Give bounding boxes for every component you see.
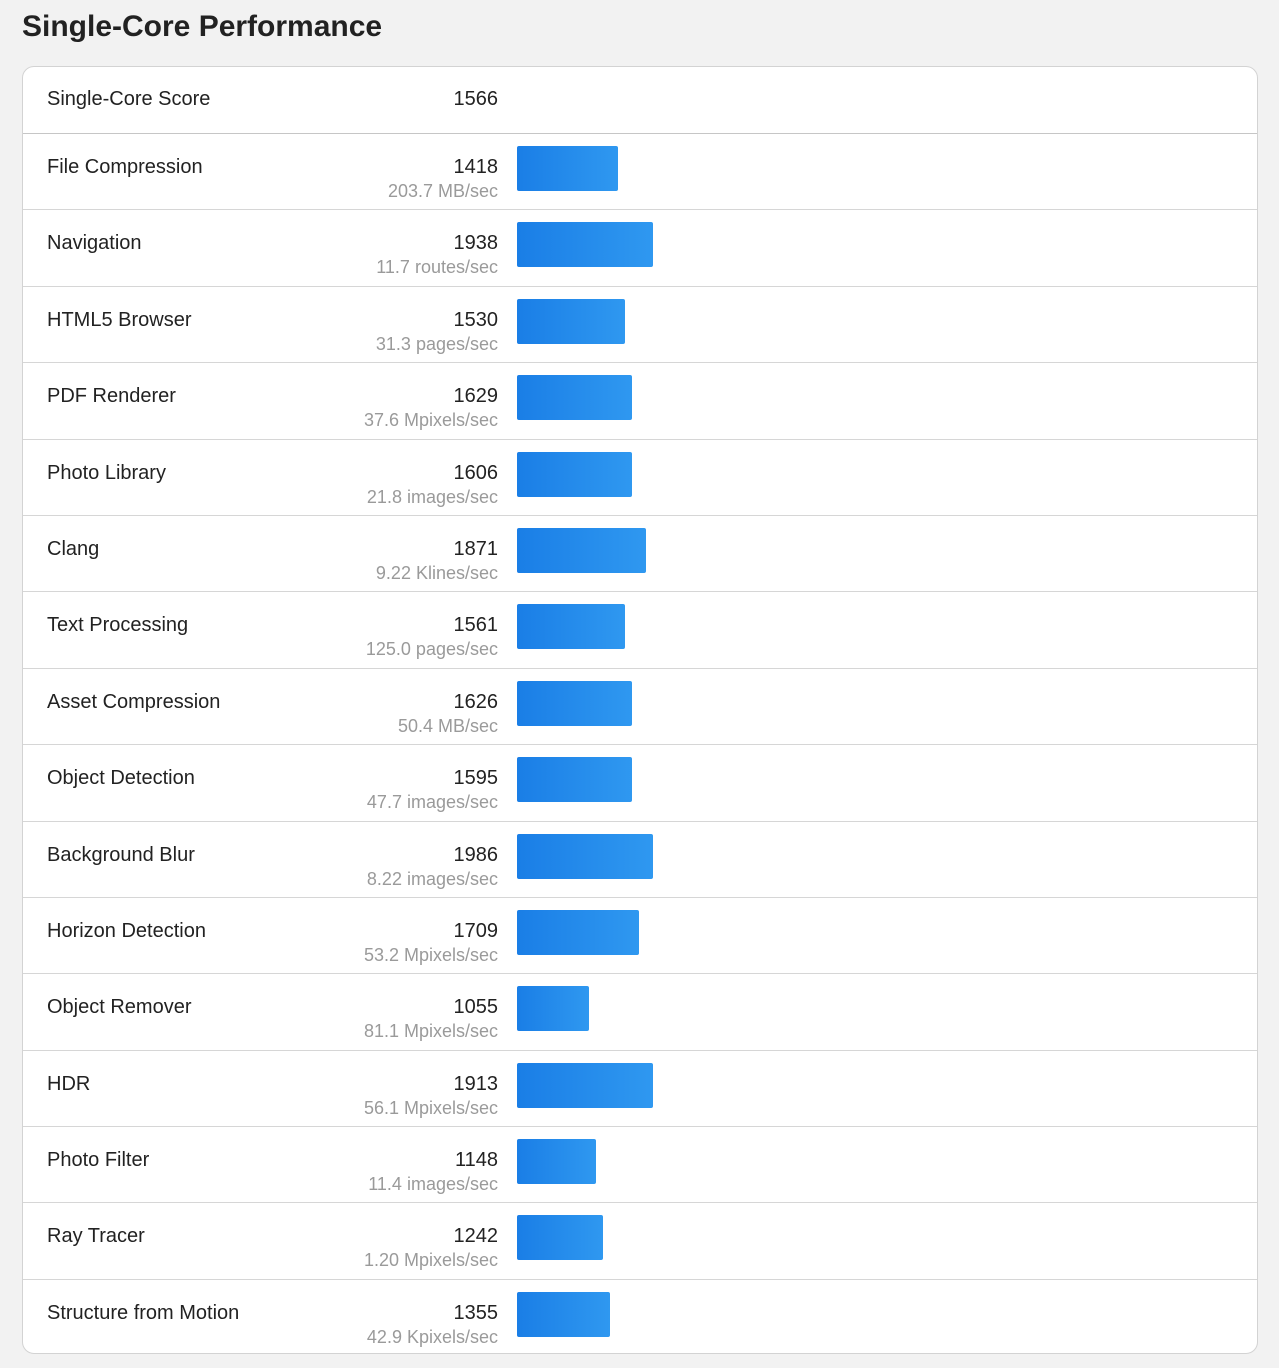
benchmark-score: 1938 [453, 232, 499, 255]
benchmark-name: File Compression [47, 156, 203, 178]
benchmark-bar [517, 146, 618, 191]
benchmark-score: 1986 [453, 843, 499, 866]
benchmark-bar [517, 986, 589, 1032]
summary-label: Single-Core Score [47, 88, 211, 110]
benchmark-score: 1606 [453, 461, 499, 484]
benchmark-rate: 42.9 Kpixels/sec [366, 1326, 498, 1347]
benchmark-bar [517, 298, 625, 344]
benchmark-bar [517, 909, 639, 955]
benchmark-rate: 9.22 Klines/sec [375, 562, 498, 583]
benchmark-score: 1561 [453, 614, 499, 637]
benchmark-rate: 11.7 routes/sec [376, 257, 498, 278]
benchmark-rate: 47.7 images/sec [366, 792, 498, 813]
benchmark-score: 1629 [453, 385, 499, 408]
benchmark-score: 1418 [453, 156, 499, 178]
benchmark-row: Ray Tracer 1242 1.20 Mpixels/sec [23, 1203, 1257, 1280]
benchmark-rate: 56.1 Mpixels/sec [363, 1097, 498, 1118]
benchmark-row: Structure from Motion 1355 42.9 Kpixels/se… [23, 1280, 1257, 1353]
benchmark-rate: 203.7 MB/sec [387, 181, 498, 201]
benchmark-bar [517, 375, 632, 421]
summary-row: Single-Core Score 1566 [23, 67, 1257, 134]
section-title: Single-Core Performance [22, 10, 383, 43]
benchmark-score: 1913 [453, 1072, 499, 1095]
benchmark-name: Clang [47, 537, 100, 560]
benchmark-name: Background Blur [47, 843, 195, 866]
benchmark-bar [517, 680, 632, 726]
benchmark-row: Horizon Detection 1709 53.2 Mpixels/sec [23, 898, 1257, 975]
benchmark-name: HTML5 Browser [47, 308, 192, 331]
benchmark-score: 1871 [453, 537, 499, 560]
benchmark-bar [517, 757, 632, 803]
benchmark-row: Photo Filter 1148 11.4 images/sec [23, 1127, 1257, 1204]
benchmark-name: Photo Library [47, 461, 166, 484]
benchmark-name: Asset Compression [47, 690, 221, 713]
benchmark-bar [517, 604, 625, 650]
benchmark-name: PDF Renderer [47, 385, 176, 408]
benchmark-rate: 21.8 images/sec [366, 486, 498, 507]
benchmark-rate: 53.2 Mpixels/sec [363, 944, 498, 965]
benchmark-bar [517, 222, 653, 268]
benchmark-bar [517, 527, 646, 573]
benchmark-row: HDR 1913 56.1 Mpixels/sec [23, 1051, 1257, 1128]
benchmark-rate: 8.22 images/sec [366, 868, 498, 889]
benchmark-score: 1709 [453, 919, 499, 942]
summary-score: 1566 [453, 88, 499, 110]
benchmark-score: 1148 [454, 1149, 498, 1172]
benchmark-bar [517, 1062, 653, 1108]
benchmark-rate: 11.4 images/sec [368, 1174, 498, 1195]
benchmark-row: Background Blur 1986 8.22 images/sec [23, 822, 1257, 898]
benchmark-name: Navigation [47, 232, 142, 255]
benchmark-score: 1242 [453, 1225, 499, 1248]
results-table: Single-Core Score 1566 File Compression 1… [22, 66, 1258, 1354]
benchmark-score: 1530 [453, 308, 499, 331]
benchmark-name: Object Remover [47, 996, 192, 1019]
benchmark-rate: 81.1 Mpixels/sec [363, 1021, 498, 1042]
benchmark-bar [517, 1215, 603, 1261]
benchmark-name: Photo Filter [47, 1149, 150, 1172]
benchmark-name: Horizon Detection [47, 919, 206, 942]
benchmark-row: Clang 1871 9.22 Klines/sec [23, 516, 1257, 593]
benchmark-score: 1595 [453, 767, 499, 790]
benchmark-row: File Compression 1418 203.7 MB/sec [23, 134, 1257, 211]
benchmark-row: Navigation 1938 11.7 routes/sec [23, 210, 1257, 287]
benchmark-score: 1055 [453, 996, 499, 1019]
benchmark-row: Object Detection 1595 47.7 images/sec [23, 745, 1257, 822]
benchmark-row: Object Remover 1055 81.1 Mpixels/sec [23, 974, 1257, 1051]
benchmark-rate: 37.6 Mpixels/sec [363, 410, 498, 431]
benchmark-name: HDR [47, 1072, 91, 1095]
benchmark-row: Asset Compression 1626 50.4 MB/sec [23, 669, 1257, 746]
benchmark-list: File Compression 1418 203.7 MB/sec Navigati… [23, 134, 1257, 1353]
benchmark-bar [517, 451, 632, 497]
benchmark-bar [517, 1139, 596, 1185]
benchmark-row: Text Processing 1561 125.0 pages/sec [23, 592, 1257, 669]
benchmark-row: HTML5 Browser 1530 31.3 pages/sec [23, 287, 1257, 364]
benchmark-name: Structure from Motion [47, 1301, 240, 1324]
benchmark-score: 1355 [453, 1301, 499, 1324]
benchmark-name: Object Detection [47, 767, 195, 790]
benchmark-score: 1626 [453, 690, 499, 713]
benchmark-row: Photo Library 1606 21.8 images/sec [23, 440, 1257, 516]
benchmark-bar [517, 833, 653, 879]
benchmark-bar [517, 1291, 610, 1337]
benchmark-rate: 31.3 pages/sec [375, 333, 498, 354]
benchmark-rate: 125.0 pages/sec [365, 639, 498, 660]
benchmark-rate: 1.20 Mpixels/sec [363, 1250, 498, 1271]
benchmark-name: Ray Tracer [47, 1225, 145, 1248]
benchmark-row: PDF Renderer 1629 37.6 Mpixels/sec [23, 363, 1257, 440]
benchmark-rate: 50.4 MB/sec [397, 715, 498, 736]
benchmark-name: Text Processing [47, 614, 189, 637]
